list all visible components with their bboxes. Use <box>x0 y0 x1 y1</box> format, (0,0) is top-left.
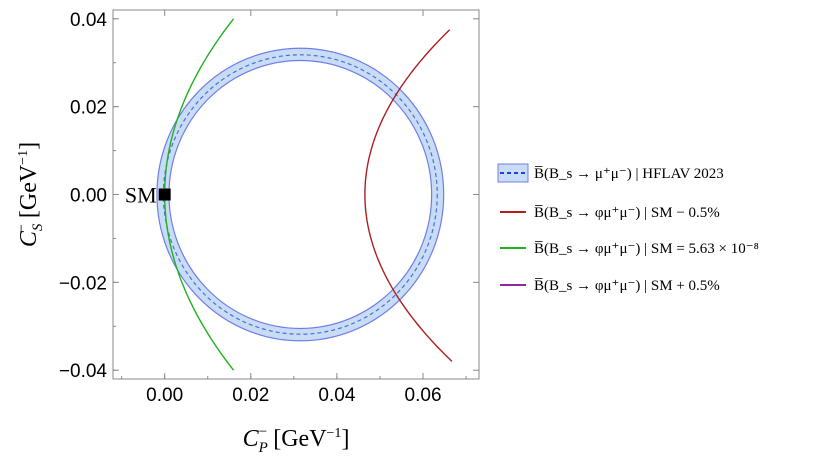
legend-swatch-band <box>497 163 529 183</box>
hflav-band <box>156 48 444 341</box>
legend: B̅(B_s → μ⁺μ⁻) | HFLAV 2023 B̅(B_s → φμ⁺μ… <box>497 163 759 294</box>
sm-point <box>158 188 171 201</box>
hflav-band-outer-edge <box>156 47 445 342</box>
legend-label-0: B̅(B_s → φμ⁺μ⁻) | SM − 0.5% <box>534 205 720 221</box>
x-tick-label: 0.06 <box>405 385 442 406</box>
y-tick-label: 0.00 <box>70 186 107 207</box>
x-tick-label: 0.00 <box>146 385 183 406</box>
y-tick-label: 0.04 <box>70 10 107 31</box>
axes: SM 0.00 0.02 0.04 0.06 −0.04 −0.02 0.00 0.02 0.04… <box>14 9 480 456</box>
series-line-0 <box>364 29 453 362</box>
x-axis-title: CP− [GeV−1] <box>243 424 350 456</box>
legend-label-1: B̅(B_s → φμ⁺μ⁻) | SM = 5.63 × 10⁻⁸ <box>534 241 759 257</box>
y-tick-label: −0.04 <box>59 361 108 382</box>
legend-label-band: B̅(B_s → μ⁺μ⁻) | HFLAV 2023 <box>534 166 724 182</box>
y-axis-title: CS−[GeV−1] <box>14 142 46 247</box>
y-tick-label: 0.02 <box>70 98 107 119</box>
x-tick-label: 0.04 <box>318 385 355 406</box>
plot-area <box>156 18 453 371</box>
y-tick-label: −0.02 <box>59 273 107 294</box>
x-tick-label: 0.02 <box>232 385 269 406</box>
legend-label-2: B̅(B_s → φμ⁺μ⁻) | SM + 0.5% <box>534 278 720 294</box>
sm-point-label: SM <box>125 183 157 208</box>
